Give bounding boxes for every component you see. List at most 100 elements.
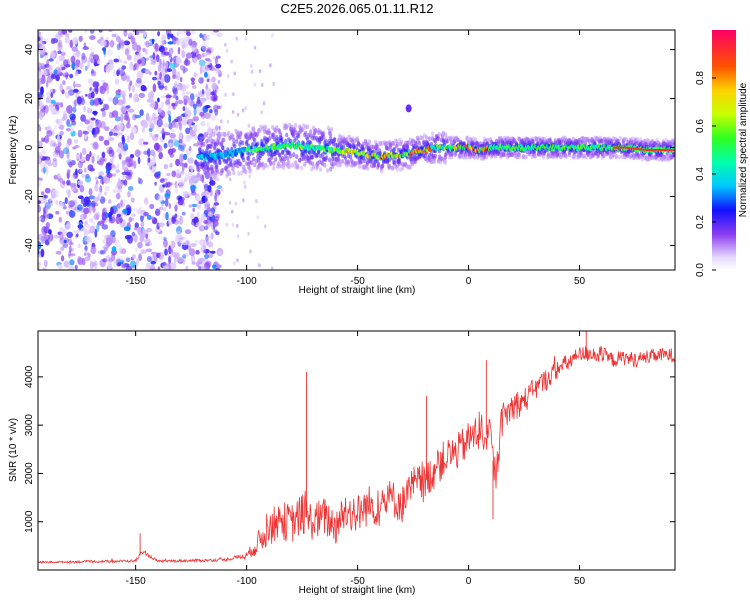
heatmap-cell bbox=[203, 184, 209, 191]
heatmap-cell bbox=[225, 222, 229, 227]
x-tick-label: 0 bbox=[466, 576, 472, 587]
heatmap-cell bbox=[88, 205, 92, 214]
heatmap-cell bbox=[391, 165, 395, 171]
heatmap-cell bbox=[89, 218, 94, 223]
heatmap-cell bbox=[200, 213, 206, 221]
heatmap-cell bbox=[241, 151, 245, 157]
heatmap-cell bbox=[69, 209, 76, 218]
heatmap-cell bbox=[44, 187, 51, 194]
heatmap-cell bbox=[157, 266, 161, 270]
heatmap-cell bbox=[109, 217, 113, 222]
heatmap-cell bbox=[155, 208, 161, 216]
heatmap-cell bbox=[161, 46, 168, 52]
heatmap-cell bbox=[171, 215, 176, 220]
heatmap-cell bbox=[105, 254, 111, 263]
heatmap-cell bbox=[294, 160, 298, 166]
heatmap-cell bbox=[98, 171, 104, 177]
heatmap-cell bbox=[465, 135, 470, 141]
heatmap-cell bbox=[128, 82, 131, 92]
heatmap-cell bbox=[294, 122, 298, 128]
heatmap-cell bbox=[466, 140, 471, 146]
heatmap-cell bbox=[69, 113, 76, 120]
heatmap-cell bbox=[38, 140, 43, 149]
heatmap-cell bbox=[122, 208, 128, 214]
heatmap-cell bbox=[207, 241, 214, 248]
heatmap-cell bbox=[202, 105, 208, 114]
heatmap-cell bbox=[204, 253, 210, 260]
heatmap-cell bbox=[84, 119, 91, 125]
heatmap-cell bbox=[121, 134, 125, 142]
heatmap-cell bbox=[68, 265, 75, 270]
heatmap-cell bbox=[201, 88, 205, 95]
heatmap-cell bbox=[630, 147, 632, 150]
heatmap-cell bbox=[190, 165, 194, 173]
x-tick-label: -150 bbox=[126, 576, 146, 587]
heatmap-cell bbox=[258, 69, 262, 74]
heatmap-cell bbox=[167, 148, 174, 155]
heatmap-cell bbox=[45, 207, 48, 213]
heatmap-cell bbox=[102, 244, 110, 250]
heatmap-cell bbox=[154, 42, 159, 52]
heatmap-cell bbox=[204, 225, 209, 231]
heatmap-cell bbox=[304, 148, 308, 154]
heatmap-cell bbox=[62, 243, 69, 248]
heatmap-cell bbox=[234, 201, 238, 206]
spectrogram-y-axis-title: Frequency (Hz) bbox=[8, 116, 19, 185]
heatmap-cell bbox=[231, 110, 235, 114]
heatmap-cell bbox=[67, 138, 72, 146]
heatmap-cell bbox=[312, 164, 316, 170]
heatmap-cell bbox=[107, 262, 113, 270]
heatmap-cell bbox=[38, 124, 41, 128]
heatmap-cell bbox=[39, 214, 46, 223]
heatmap-cell bbox=[175, 168, 180, 178]
heatmap-cell bbox=[189, 93, 195, 101]
heatmap-cell bbox=[108, 149, 115, 158]
heatmap-cell bbox=[72, 37, 79, 45]
heatmap-cell bbox=[116, 189, 123, 193]
heatmap-cell bbox=[143, 30, 147, 38]
heatmap-cell bbox=[99, 156, 104, 166]
heatmap-cell bbox=[65, 210, 69, 215]
heatmap-cell bbox=[146, 256, 152, 263]
heatmap-cell bbox=[57, 30, 63, 36]
heatmap-cell bbox=[231, 166, 235, 172]
heatmap-cell bbox=[185, 265, 189, 270]
heatmap-cell bbox=[354, 161, 358, 167]
heatmap-cell bbox=[612, 146, 615, 149]
heatmap-cell bbox=[178, 139, 183, 144]
heatmap-cell bbox=[214, 215, 220, 222]
heatmap-cell bbox=[182, 191, 190, 198]
heatmap-cell bbox=[123, 143, 129, 151]
heatmap-cell bbox=[239, 161, 243, 167]
heatmap-cell bbox=[207, 127, 213, 135]
heatmap-cell bbox=[162, 184, 166, 188]
heatmap-cell bbox=[66, 179, 71, 186]
heatmap-cell bbox=[462, 141, 467, 146]
heatmap-cell bbox=[218, 250, 222, 256]
heatmap-cell bbox=[183, 153, 188, 161]
heatmap-cell bbox=[165, 211, 169, 221]
heatmap-cell bbox=[655, 149, 657, 151]
heatmap-cell bbox=[163, 123, 170, 128]
heatmap-cell bbox=[485, 137, 490, 143]
heatmap-cell bbox=[376, 144, 380, 150]
heatmap-cell bbox=[163, 142, 168, 149]
heatmap-cell bbox=[89, 35, 96, 40]
heatmap-cell bbox=[129, 92, 133, 98]
heatmap-cell bbox=[164, 198, 169, 207]
heatmap-cell bbox=[656, 149, 659, 151]
heatmap-cell bbox=[81, 55, 88, 64]
heatmap-cell bbox=[87, 253, 91, 258]
heatmap-cell bbox=[253, 162, 257, 168]
heatmap-cell bbox=[98, 30, 103, 33]
heatmap-cell bbox=[174, 204, 178, 212]
heatmap-cell bbox=[288, 163, 292, 169]
x-tick-label: -50 bbox=[350, 276, 365, 287]
heatmap-cell bbox=[166, 155, 170, 163]
heatmap-cell bbox=[91, 156, 95, 164]
heatmap-cell bbox=[177, 198, 184, 206]
heatmap-cell bbox=[162, 77, 165, 82]
heatmap-cell bbox=[53, 234, 60, 239]
heatmap-cell bbox=[148, 127, 153, 132]
heatmap-cell bbox=[40, 86, 44, 95]
